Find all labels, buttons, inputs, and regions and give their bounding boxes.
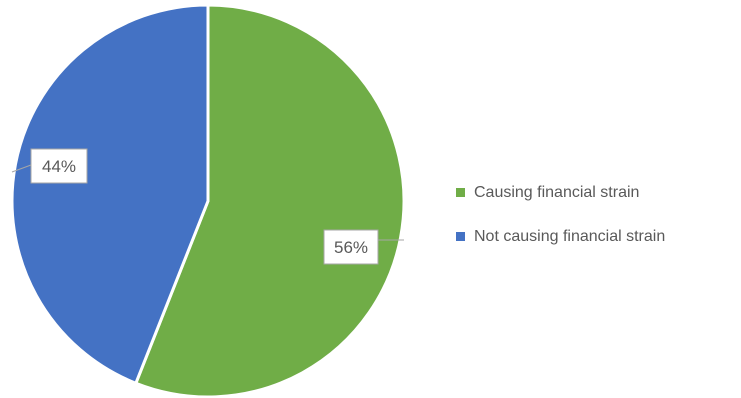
data-label: 44% [42,157,76,176]
legend-swatch [456,232,465,241]
data-label: 56% [334,238,368,257]
legend: Causing financial strain Not causing fina… [456,184,665,245]
legend-swatch [456,188,465,197]
legend-label: Causing financial strain [474,184,639,201]
data-labels: 56% 44% [30,148,379,265]
data-label-box [30,148,88,184]
legend-label: Not causing financial strain [474,228,665,245]
pie-slice-not-causing [10,3,210,385]
leader-line [11,164,32,173]
pie-slice-causing [134,3,406,398]
pie-slices [10,3,406,398]
data-label-box [323,229,379,265]
leader-lines [11,164,404,241]
